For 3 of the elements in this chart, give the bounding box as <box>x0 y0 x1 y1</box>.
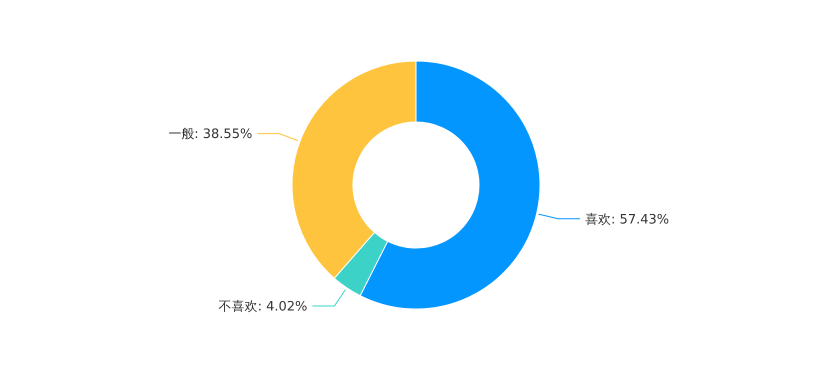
slice-label: 喜欢: 57.43% <box>585 212 670 228</box>
slice-label: 一般: 38.55% <box>168 127 252 142</box>
slice-label: 不喜欢: 4.02% <box>218 300 308 315</box>
